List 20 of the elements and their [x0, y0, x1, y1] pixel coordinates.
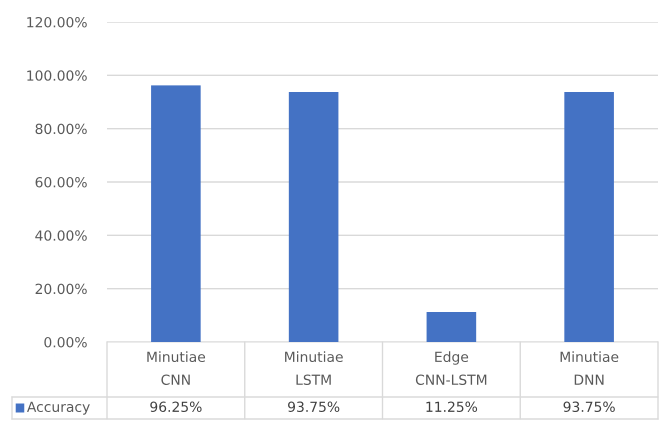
x-tick-label: Edge CNN-LSTM — [416, 351, 486, 385]
x-tick-label: Minutiae CNN — [147, 351, 206, 385]
data-label: 93.75% — [288, 402, 340, 412]
x-tick-label: Minutiae LSTM — [285, 351, 343, 385]
data-label: 93.75% — [564, 402, 615, 412]
y-tick-label: 100.00% — [27, 70, 87, 81]
y-tick-label: 120.00% — [27, 16, 87, 28]
bar — [564, 92, 614, 342]
y-tick-label: 60.00% — [36, 176, 87, 188]
y-tick-label: 40.00% — [35, 230, 87, 241]
x-tick-label: Minutiae DNN — [560, 351, 618, 385]
data-label: 11.25% — [426, 402, 478, 412]
data-label: 96.25% — [150, 402, 202, 412]
legend-label: Accuracy — [26, 402, 90, 415]
y-tick-label: 0.00% — [44, 336, 87, 348]
y-tick-label: 20.00% — [36, 284, 87, 294]
bar — [151, 85, 201, 342]
bar — [426, 312, 476, 342]
y-tick-label: 80.00% — [36, 124, 87, 134]
bar — [288, 92, 338, 342]
